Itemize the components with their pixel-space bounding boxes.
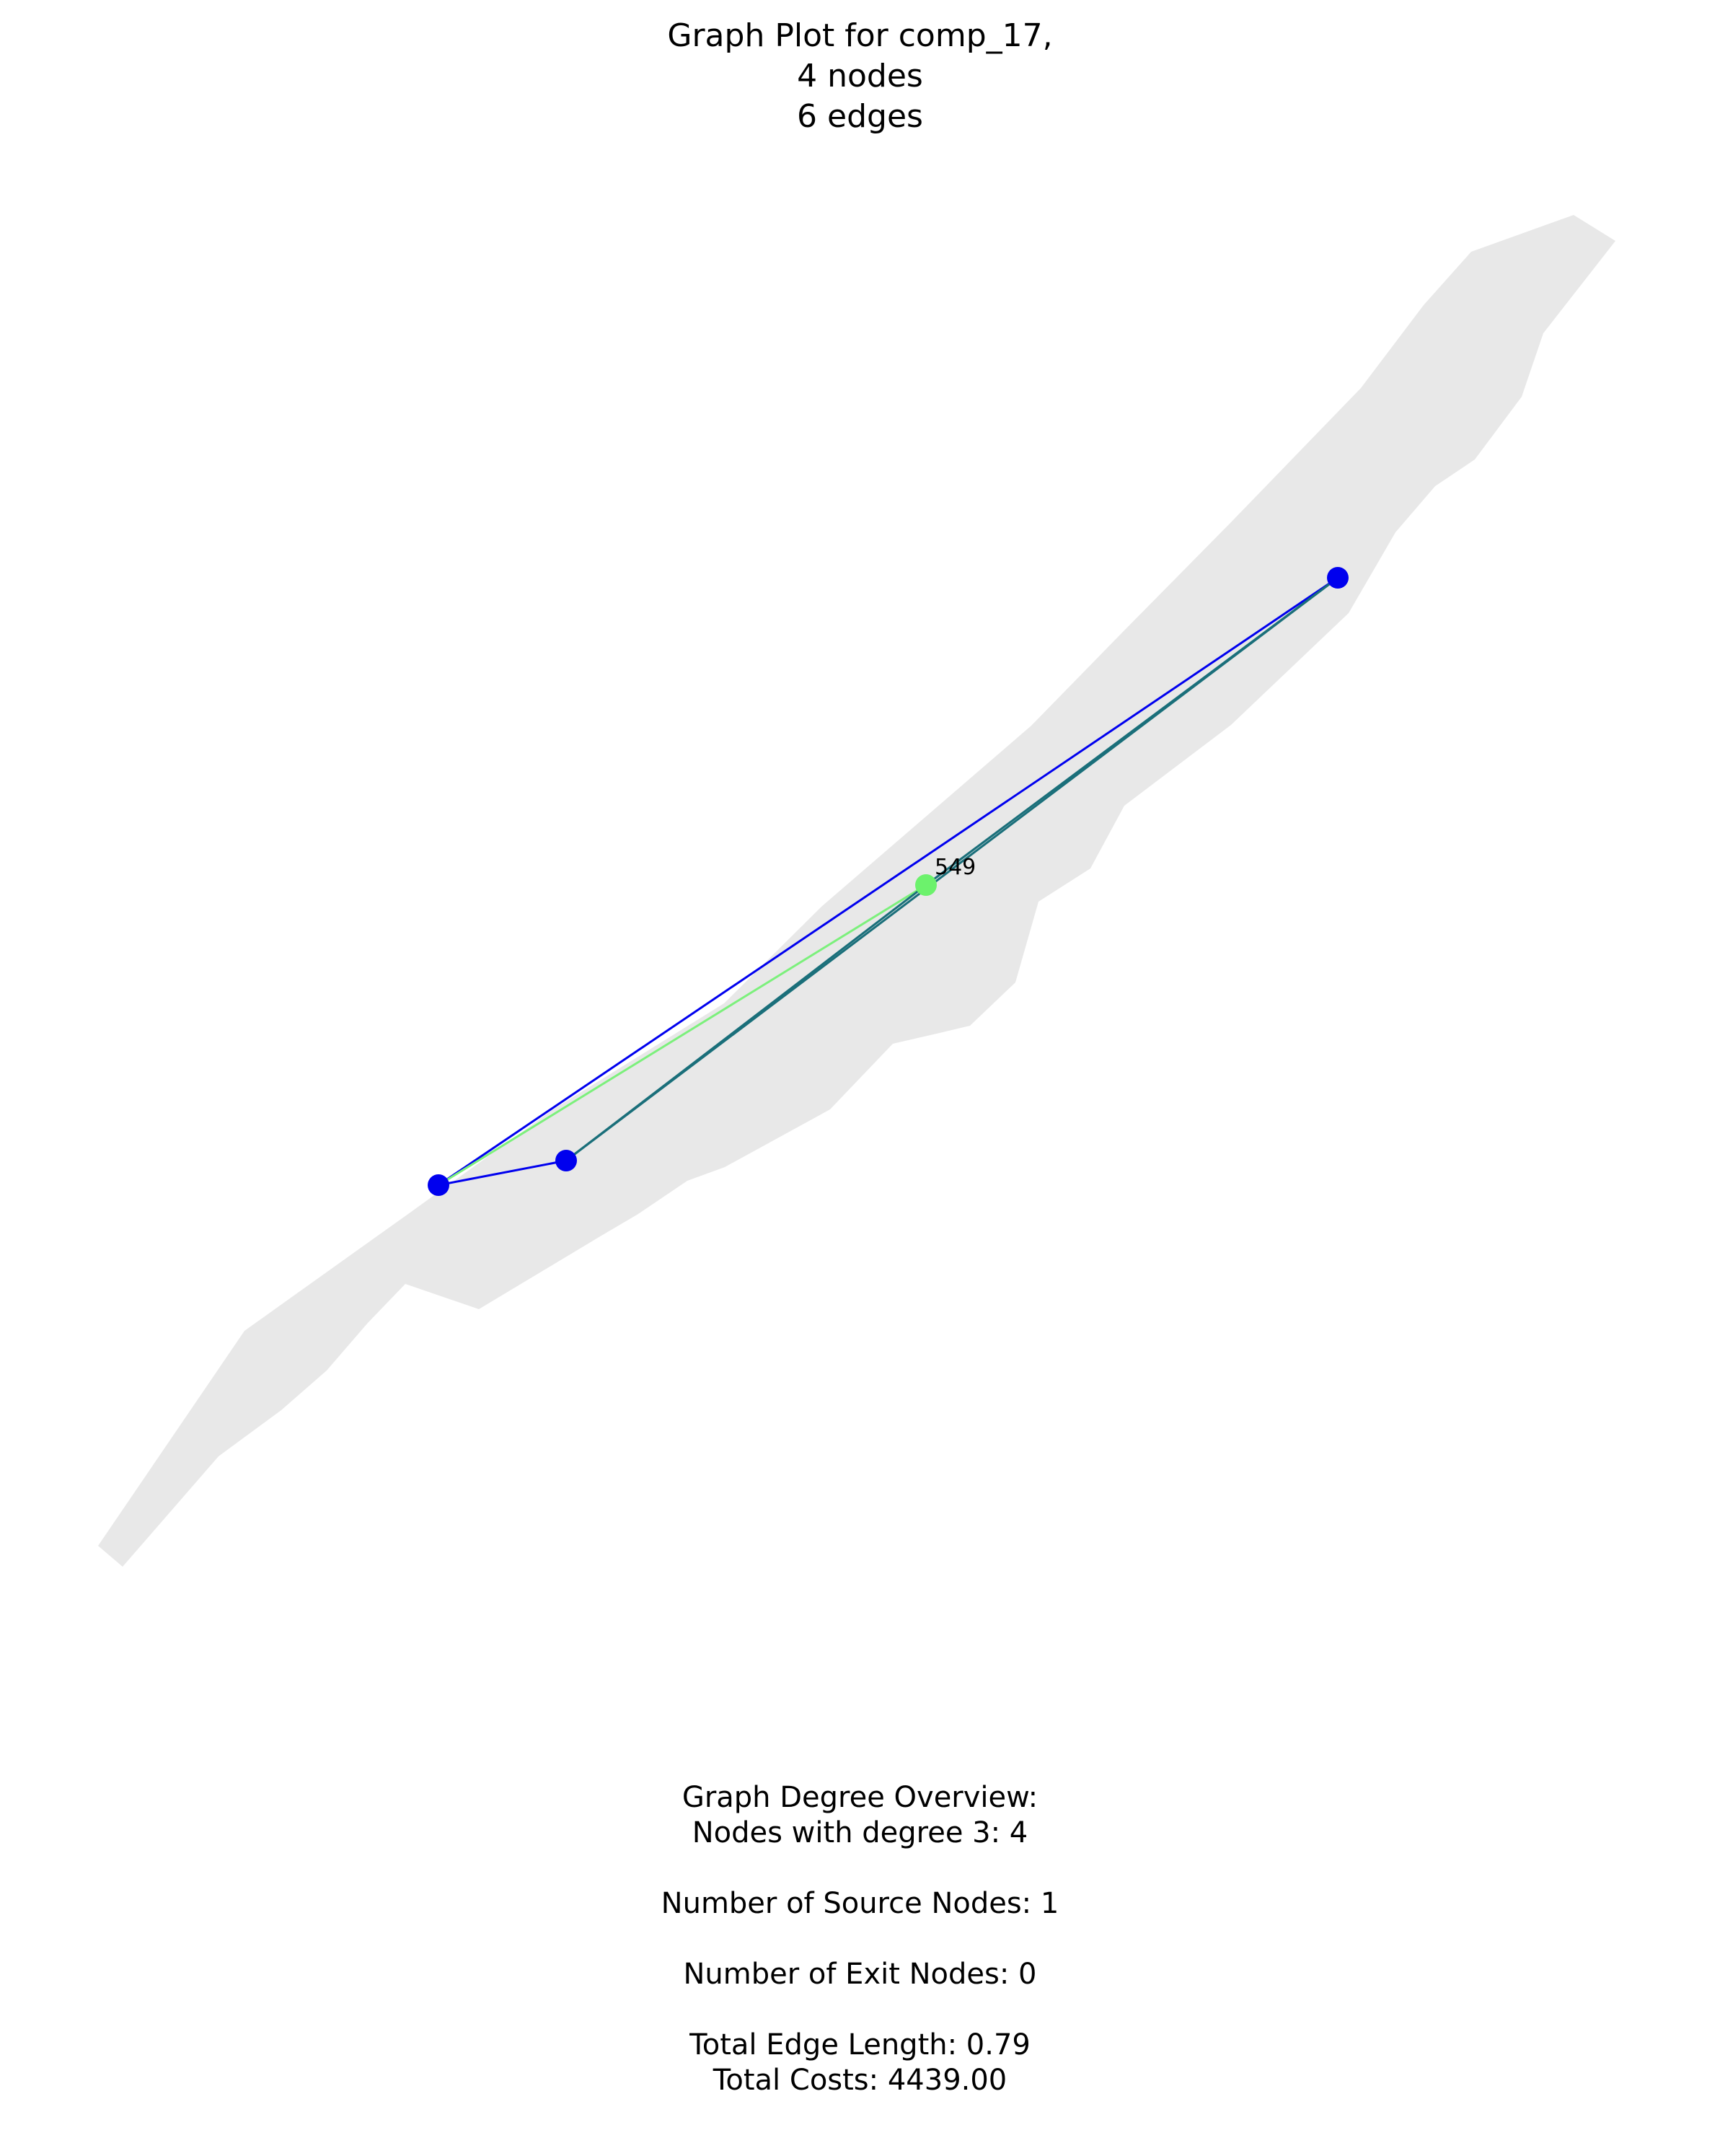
edge-layer xyxy=(438,576,1338,1187)
edge-b-c xyxy=(565,576,1338,1162)
overview-exit-count: Number of Exit Nodes: 0 xyxy=(683,1958,1037,1991)
source-node-549 xyxy=(915,874,937,896)
edge-a-c xyxy=(438,576,1338,1187)
title-line-name: Graph Plot for comp_17, xyxy=(667,17,1053,54)
title-line-nodes: 4 nodes xyxy=(797,58,923,94)
region-shape xyxy=(98,215,1615,1567)
overview-source-count: Number of Source Nodes: 1 xyxy=(661,1887,1059,1920)
overview-heading: Graph Degree Overview: xyxy=(682,1781,1038,1814)
edge-a-549 xyxy=(438,884,927,1187)
title-line-edges: 6 edges xyxy=(797,98,923,135)
node-layer xyxy=(428,567,1349,1196)
chart-title: Graph Plot for comp_17, 4 nodes 6 edges xyxy=(0,16,1720,137)
degree-overview: Graph Degree Overview: Nodes with degree… xyxy=(0,1780,1720,2098)
graph-node-c xyxy=(1327,567,1349,589)
overview-costs: Total Costs: 4439.00 xyxy=(713,2064,1007,2097)
graph-node-b xyxy=(555,1150,577,1171)
graph-node-a xyxy=(428,1174,449,1196)
node-label-549: 549 xyxy=(935,855,976,880)
edge-a-b xyxy=(438,1159,567,1187)
overview-edge-length: Total Edge Length: 0.79 xyxy=(689,2028,1031,2062)
overview-degree: Nodes with degree 3: 4 xyxy=(692,1816,1028,1849)
